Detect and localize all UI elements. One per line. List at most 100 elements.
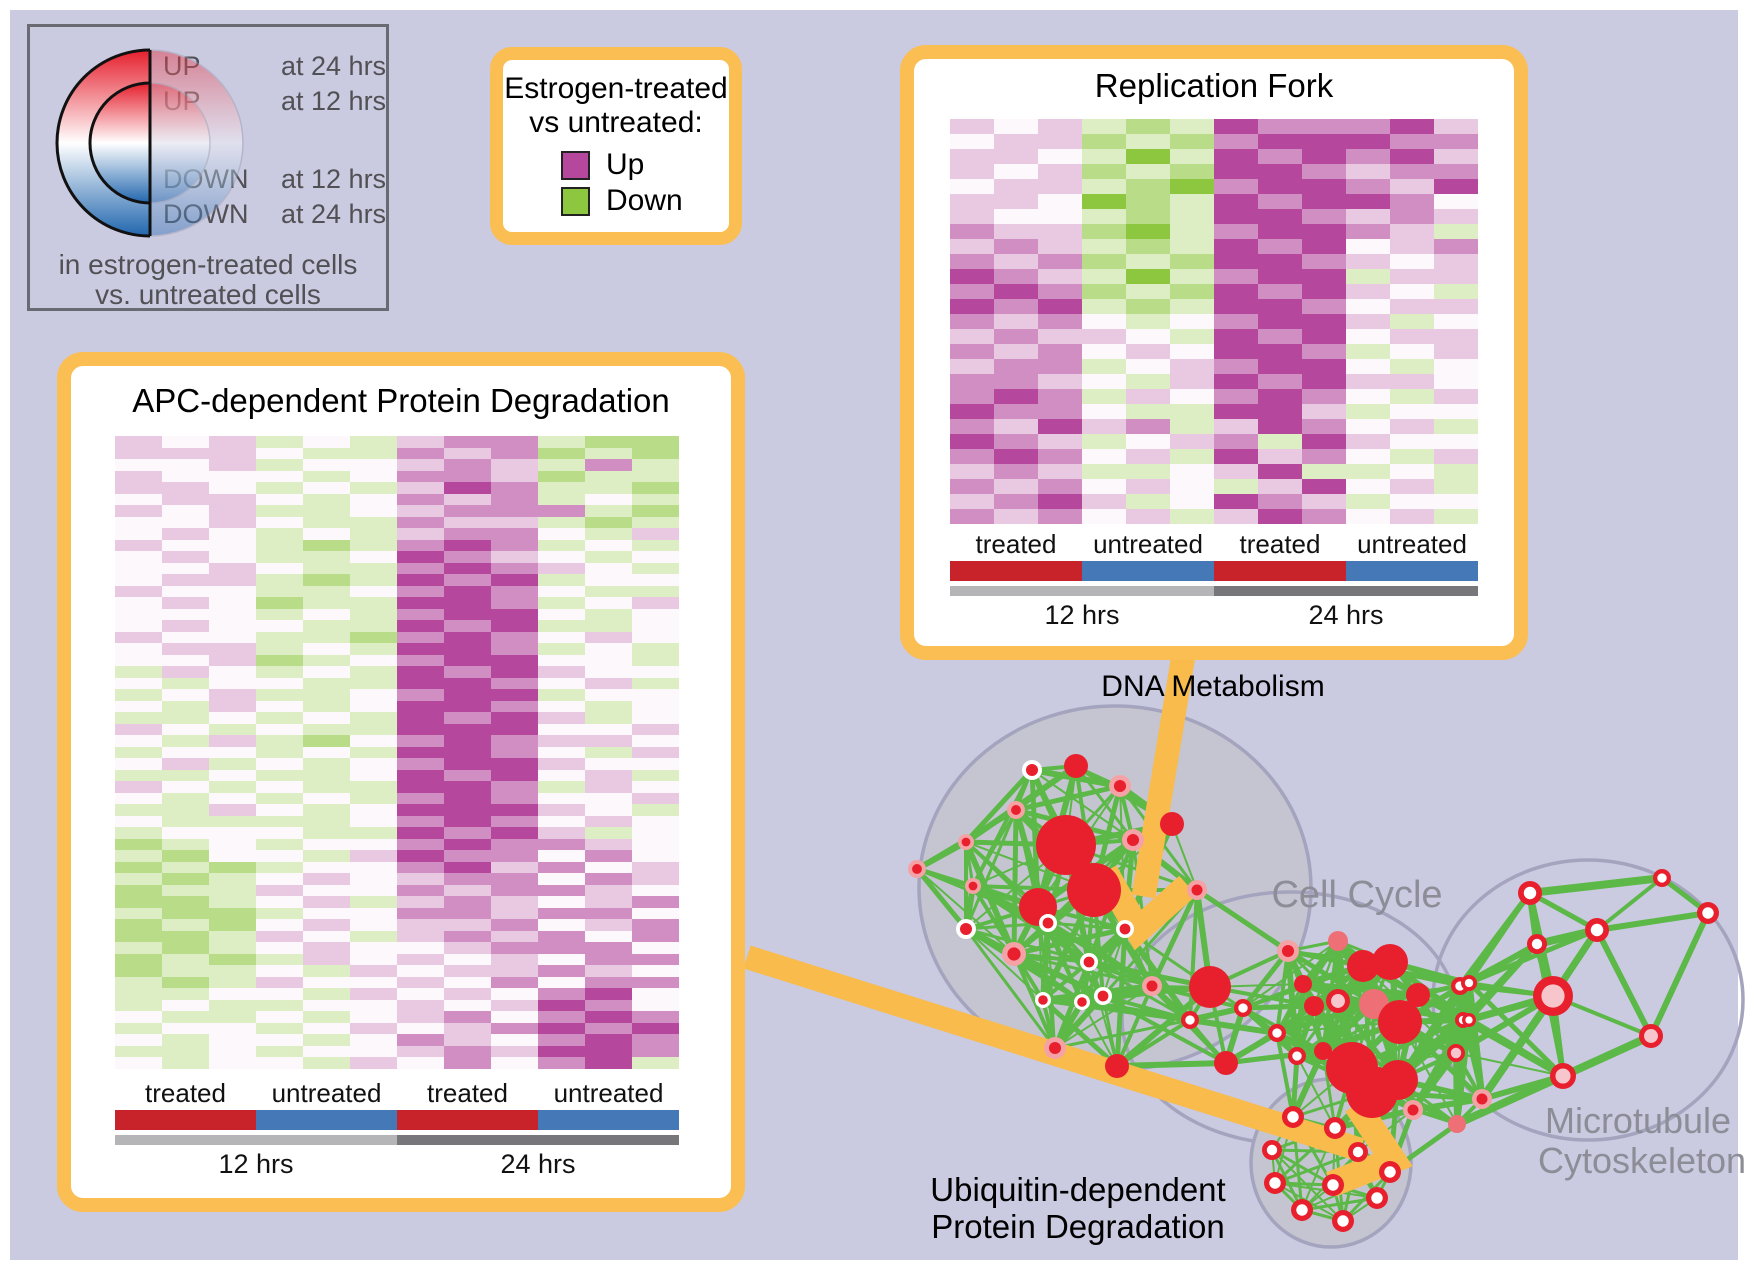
apc-title: APC-dependent Protein Degradation [132,382,670,419]
gene-set-node [958,834,974,850]
heatmap-cell [491,781,538,793]
heatmap-cell [585,1045,632,1057]
gene-set-node [1403,1100,1423,1120]
heatmap-cell [115,758,162,770]
heatmap-cell [1302,284,1346,299]
heatmap-cell [632,631,679,643]
heatmap-cell [632,965,679,977]
heatmap-cell [397,746,444,758]
heatmap-cell [397,942,444,954]
heatmap-cell [632,493,679,505]
heatmap-cell [632,827,679,839]
heatmap-cell [1258,464,1302,479]
gene-set-node [1379,1161,1401,1183]
heatmap-cell [1214,299,1258,314]
heatmap-cell [115,999,162,1011]
heatmap-cell [444,884,491,896]
heatmap-cell [1214,494,1258,509]
heatmap-cell [1390,149,1434,164]
heatmap-cell [115,953,162,965]
heatmap-cell [303,620,350,632]
heatmap-cell [491,850,538,862]
heatmap-cell [209,942,256,954]
heatmap-cell [209,712,256,724]
heatmap-row [115,643,679,655]
heatmap-cell [1126,254,1170,269]
heatmap-cell [444,539,491,551]
heatmap-cell [350,769,397,781]
heatmap-cell [1082,209,1126,224]
heatmap-cell [256,643,303,655]
heatmap-cell [585,792,632,804]
heatmap-row [115,1034,679,1046]
heatmap-cell [1082,374,1126,389]
heatmap-cell [1302,434,1346,449]
up-down-ring-glyph [55,48,244,238]
heatmap-cell [538,873,585,885]
heatmap-cell [1214,434,1258,449]
heatmap-cell [256,861,303,873]
network-edge [1648,911,1711,1038]
heatmap-cell [1302,479,1346,494]
heatmap-cell [491,608,538,620]
heatmap-row [115,884,679,896]
heatmap-cell [1038,254,1082,269]
heatmap-cell [397,896,444,908]
gene-set-node [1122,829,1144,851]
heatmap-cell [1346,284,1390,299]
apc-group-treated-12: treated [145,1078,226,1108]
heatmap-cell [1258,284,1302,299]
network-edge [1188,889,1199,1021]
heatmap-cell [1126,284,1170,299]
heatmap-cell [209,850,256,862]
heatmap-row [115,976,679,988]
heatmap-row [115,597,679,609]
heatmap-cell [256,873,303,885]
heatmap-cell [491,574,538,586]
heatmap-cell [444,735,491,747]
heatmap-cell [1038,494,1082,509]
heatmap-cell [1082,239,1126,254]
heatmap-cell [209,528,256,540]
heatmap-cell [303,539,350,551]
heatmap-cell [632,643,679,655]
heatmap-cell [162,459,209,471]
up-label: Up [606,148,645,181]
heatmap-cell [1214,374,1258,389]
heatmap-cell [397,1011,444,1023]
gene-set-node [1007,801,1025,819]
heatmap-cell [491,769,538,781]
heatmap-cell [350,447,397,459]
heatmap-cell [162,896,209,908]
heatmap-cell [585,988,632,1000]
heatmap-cell [632,838,679,850]
network-edge [964,768,1034,844]
heatmap-cell [1214,194,1258,209]
heatmap-cell [1214,239,1258,254]
heatmap-cell [162,689,209,701]
heatmap-cell [209,965,256,977]
nodes-layer [908,754,1719,1232]
heatmap-cell [538,988,585,1000]
heatmap-cell [632,470,679,482]
network-edge [1116,1060,1227,1069]
heatmap-cell [256,792,303,804]
replication-fork-heatmap [950,119,1478,524]
heatmap-cell [585,631,632,643]
heatmap-cell [115,689,162,701]
heatmap-cell [397,447,444,459]
heatmap-cell [1214,164,1258,179]
heatmap-cell [1258,239,1302,254]
heatmap-cell [162,827,209,839]
heatmap-cell [585,505,632,517]
down-label: Down [606,184,683,217]
heatmap-row [115,493,679,505]
heatmap-cell [1258,434,1302,449]
heatmap-cell [950,224,994,239]
apc-bar-treated-24 [397,1110,538,1130]
heatmap-cell [350,976,397,988]
network-edge [1149,888,1200,988]
heatmap-cell [1258,179,1302,194]
heatmap-cell [1214,269,1258,284]
heatmap-cell [350,574,397,586]
